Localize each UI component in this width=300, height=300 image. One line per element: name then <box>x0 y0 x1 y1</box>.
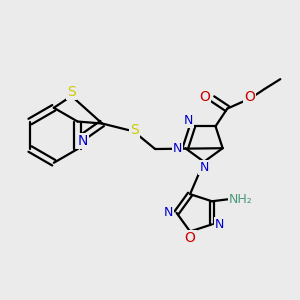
Text: N: N <box>199 161 209 174</box>
Text: S: S <box>130 123 139 137</box>
Text: N: N <box>77 134 88 148</box>
Text: O: O <box>184 231 196 245</box>
Text: N: N <box>184 114 193 127</box>
Text: N: N <box>215 218 224 231</box>
Text: S: S <box>67 85 76 99</box>
Text: O: O <box>199 90 210 104</box>
Text: N: N <box>164 206 173 219</box>
Text: NH₂: NH₂ <box>229 193 252 206</box>
Text: O: O <box>244 90 255 104</box>
Text: N: N <box>173 142 182 155</box>
